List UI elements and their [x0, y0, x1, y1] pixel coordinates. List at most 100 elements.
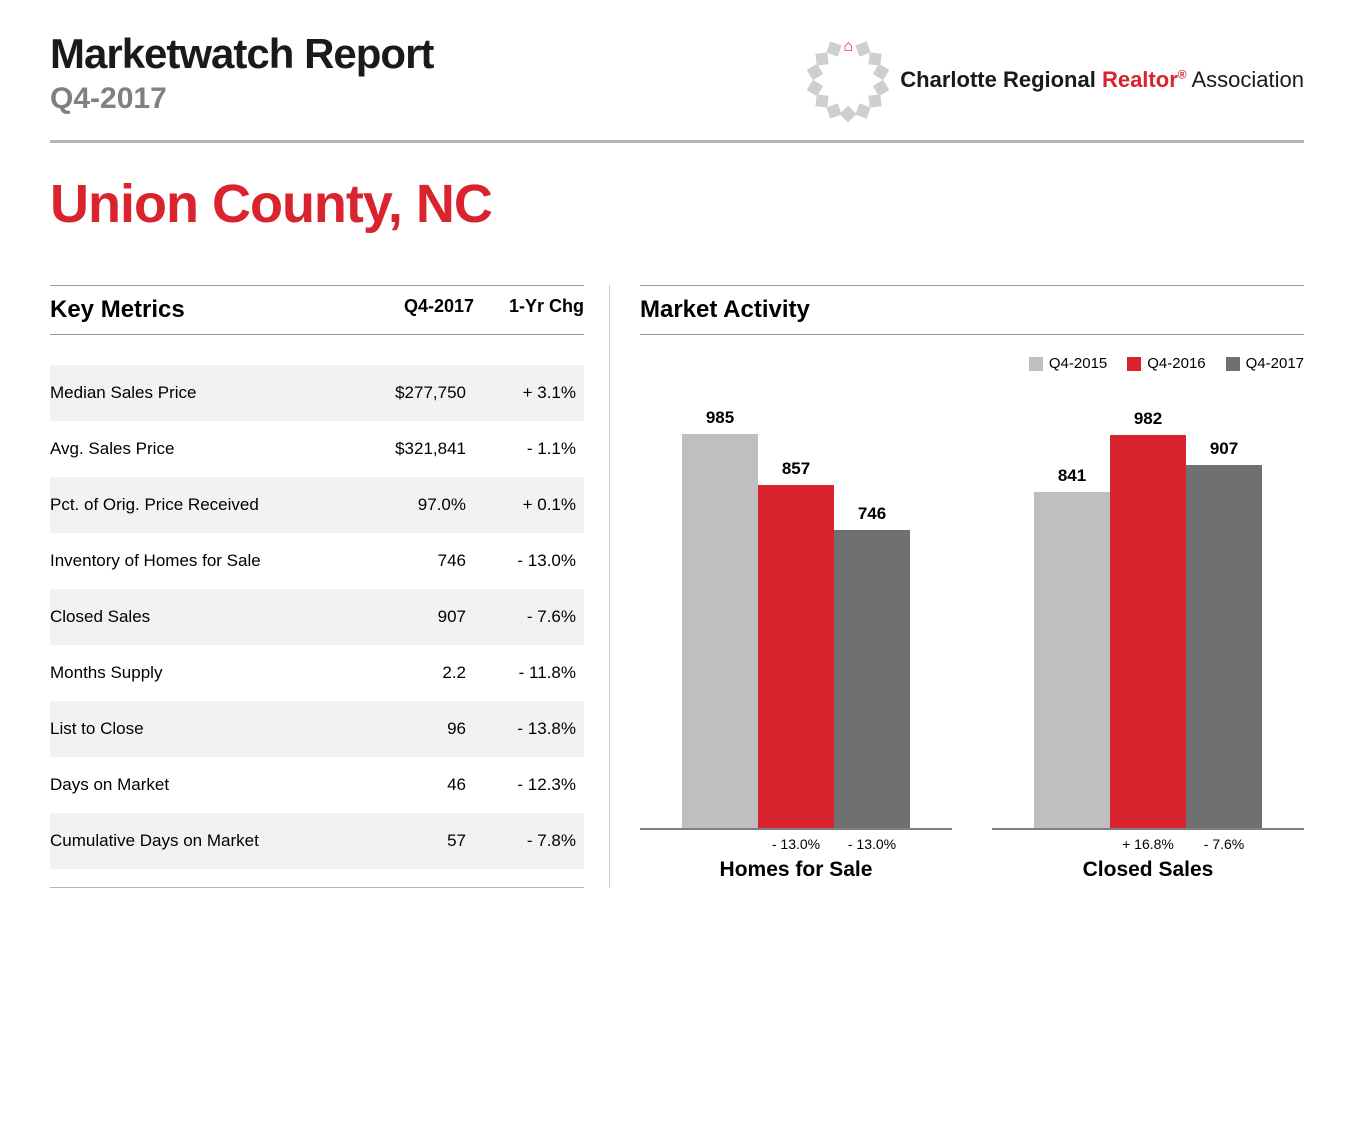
chart-group-title: Closed Sales [992, 858, 1304, 882]
logo-block: ⌂ Charlotte Regional Realtor® Associatio… [808, 40, 1304, 120]
metric-value: 746 [356, 551, 466, 571]
col-header-change: 1-Yr Chg [474, 296, 584, 324]
bar [1110, 435, 1186, 828]
metric-change: - 12.3% [466, 775, 576, 795]
metric-row: Days on Market46- 12.3% [50, 757, 584, 813]
bar-wrap: 857 [758, 459, 834, 828]
metric-row: Closed Sales907- 7.6% [50, 589, 584, 645]
region-title: Union County, NC [50, 173, 1304, 235]
bar-wrap: 841 [1034, 466, 1110, 828]
market-activity-title: Market Activity [640, 285, 1304, 335]
metric-label: List to Close [50, 719, 356, 739]
bar-pct-label: - 13.0% [758, 836, 834, 852]
legend-swatch-icon [1127, 357, 1141, 371]
metric-label: Cumulative Days on Market [50, 831, 356, 851]
metric-change: - 11.8% [466, 663, 576, 683]
ring-segment-icon [807, 64, 824, 81]
metric-change: - 7.6% [466, 607, 576, 627]
report-subtitle: Q4-2017 [50, 82, 433, 116]
ring-segment-icon [873, 79, 890, 96]
metric-row: Avg. Sales Price$321,841- 1.1% [50, 421, 584, 477]
legend-label: Q4-2015 [1049, 355, 1107, 372]
bar [834, 530, 910, 828]
metric-value: 57 [356, 831, 466, 851]
ring-segment-icon [815, 52, 828, 65]
metric-label: Median Sales Price [50, 383, 356, 403]
metric-row: Pct. of Orig. Price Received97.0%+ 0.1% [50, 477, 584, 533]
key-metrics-rows: Median Sales Price$277,750+ 3.1% Avg. Sal… [50, 365, 584, 869]
chart-area: 985857746- 13.0%- 13.0%Homes for Sale841… [640, 402, 1304, 882]
ring-segment-icon [868, 95, 881, 108]
ring-segment-icon [855, 103, 870, 118]
key-metrics-panel: Key Metrics Q4-2017 1-Yr Chg Median Sale… [50, 285, 610, 888]
metric-change: - 1.1% [466, 439, 576, 459]
bar-cluster: 841 982 907 [992, 402, 1304, 830]
pct-row: - 13.0%- 13.0% [640, 836, 952, 852]
metric-row: List to Close96- 13.8% [50, 701, 584, 757]
key-metrics-header: Key Metrics Q4-2017 1-Yr Chg [50, 285, 584, 335]
legend-item: Q4-2016 [1127, 355, 1205, 372]
metric-value: 96 [356, 719, 466, 739]
house-icon: ⌂ [843, 38, 853, 56]
logo-badge-icon: ⌂ [808, 40, 888, 120]
metric-label: Months Supply [50, 663, 356, 683]
metric-change: + 3.1% [466, 383, 576, 403]
bar-value-label: 841 [1058, 466, 1086, 486]
bar-pct-label: - 13.0% [834, 836, 910, 852]
metric-label: Avg. Sales Price [50, 439, 356, 459]
ring-segment-icon [826, 42, 841, 57]
registered-icon: ® [1178, 68, 1187, 82]
metric-label: Days on Market [50, 775, 356, 795]
title-block: Marketwatch Report Q4-2017 [50, 30, 433, 116]
metric-row: Months Supply2.2- 11.8% [50, 645, 584, 701]
bar-value-label: 746 [858, 504, 886, 524]
bar-pct-label: + 16.8% [1110, 836, 1186, 852]
bar-wrap: 907 [1186, 439, 1262, 828]
logo-text: Charlotte Regional Realtor® Association [900, 67, 1304, 93]
metric-label: Closed Sales [50, 607, 356, 627]
metric-label: Pct. of Orig. Price Received [50, 495, 356, 515]
bar [682, 434, 758, 828]
ring-segment-icon [826, 103, 841, 118]
bar-value-label: 907 [1210, 439, 1238, 459]
pct-row: + 16.8%- 7.6% [992, 836, 1304, 852]
legend-label: Q4-2016 [1147, 355, 1205, 372]
logo-suffix: Association [1187, 67, 1304, 92]
logo-prefix: Charlotte Regional [900, 67, 1102, 92]
metric-change: - 7.8% [466, 831, 576, 851]
metric-row: Cumulative Days on Market57- 7.8% [50, 813, 584, 869]
logo-realtor: Realtor [1102, 67, 1178, 92]
legend-item: Q4-2015 [1029, 355, 1107, 372]
metric-row: Inventory of Homes for Sale746- 13.0% [50, 533, 584, 589]
key-metrics-title: Key Metrics [50, 296, 364, 324]
key-metrics-footer-divider [50, 887, 584, 888]
metric-change: + 0.1% [466, 495, 576, 515]
bar-value-label: 985 [706, 408, 734, 428]
metric-value: 2.2 [356, 663, 466, 683]
ring-segment-icon [840, 106, 857, 123]
bar [758, 485, 834, 828]
bar-value-label: 857 [782, 459, 810, 479]
market-activity-panel: Market Activity Q4-2015Q4-2016Q4-2017 98… [640, 285, 1304, 888]
bar-pct-label: - 7.6% [1186, 836, 1262, 852]
bar-cluster: 985 857 746 [640, 402, 952, 830]
bar [1186, 465, 1262, 828]
ring-segment-icon [807, 79, 824, 96]
chart-group: 985857746- 13.0%- 13.0%Homes for Sale [640, 402, 952, 882]
metric-value: 907 [356, 607, 466, 627]
bar [1034, 492, 1110, 828]
bar-pct-label [682, 836, 758, 852]
report-title: Marketwatch Report [50, 30, 433, 78]
metric-label: Inventory of Homes for Sale [50, 551, 356, 571]
metric-change: - 13.8% [466, 719, 576, 739]
bar-wrap: 985 [682, 408, 758, 828]
metric-value: $277,750 [356, 383, 466, 403]
ring-segment-icon [815, 95, 828, 108]
header: Marketwatch Report Q4-2017 ⌂ Charlotte R… [50, 30, 1304, 120]
bar-value-label: 982 [1134, 409, 1162, 429]
metric-value: $321,841 [356, 439, 466, 459]
bar-wrap: 746 [834, 504, 910, 828]
legend-swatch-icon [1226, 357, 1240, 371]
bar-wrap: 982 [1110, 409, 1186, 828]
metric-value: 97.0% [356, 495, 466, 515]
